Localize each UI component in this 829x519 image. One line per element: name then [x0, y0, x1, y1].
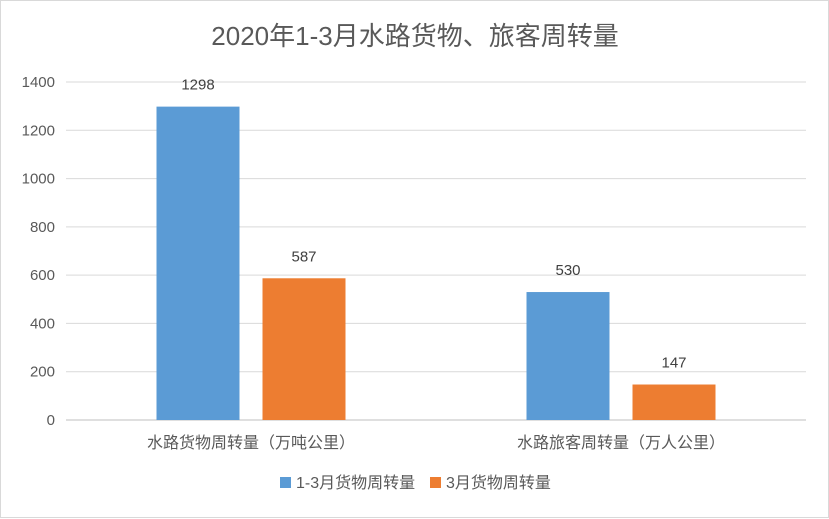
bar	[262, 278, 346, 420]
legend-label: 1-3月货物周转量	[296, 474, 415, 492]
legend-swatch	[280, 477, 291, 488]
legend-swatch	[430, 477, 441, 488]
bar	[526, 292, 610, 420]
chart-title: 2020年1-3月水路货物、旅客周转量	[211, 21, 618, 51]
legend: 1-3月货物周转量 3月货物周转量	[280, 474, 551, 492]
y-tick-label: 0	[47, 412, 55, 429]
y-tick-label: 600	[30, 267, 55, 284]
legend-label: 3月货物周转量	[446, 474, 551, 492]
data-labels: 1298 587 530 147	[181, 77, 686, 372]
bar	[632, 384, 716, 420]
y-tick-label: 1400	[22, 74, 55, 91]
data-label: 147	[661, 355, 686, 372]
bar	[156, 106, 240, 420]
category-label: 水路旅客周转量（万人公里）	[517, 434, 725, 452]
data-label: 587	[291, 248, 316, 265]
y-tick-label: 400	[30, 315, 55, 332]
y-axis-ticks: 0 200 400 600 800 1000 1200 1400	[22, 74, 55, 429]
bars	[156, 106, 716, 420]
y-tick-label: 800	[30, 219, 55, 236]
data-label: 530	[555, 262, 580, 279]
y-tick-label: 200	[30, 364, 55, 381]
y-tick-label: 1000	[22, 171, 55, 188]
category-label: 水路货物周转量（万吨公里）	[147, 434, 355, 452]
x-axis-categories: 水路货物周转量（万吨公里） 水路旅客周转量（万人公里）	[147, 434, 725, 452]
data-label: 1298	[181, 77, 214, 94]
y-tick-label: 1200	[22, 122, 55, 139]
